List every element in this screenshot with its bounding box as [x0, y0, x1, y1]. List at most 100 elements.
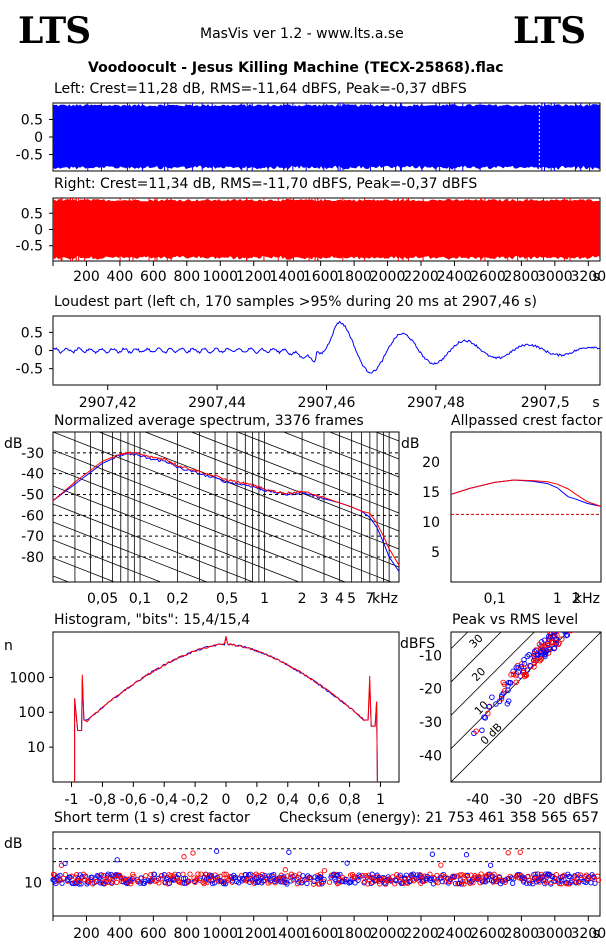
scatter-point [82, 873, 89, 879]
scatter-point [321, 867, 328, 874]
scatter-point [392, 881, 398, 887]
scatter-point [527, 662, 533, 669]
scatter-point [551, 632, 557, 636]
slope-line [53, 432, 399, 568]
scatter-point [550, 633, 556, 640]
scatter-point [524, 653, 531, 660]
scatter-point [362, 872, 369, 879]
scatter-point [485, 710, 491, 717]
scatter-point [243, 872, 249, 878]
scatter-point [467, 880, 473, 886]
crest-factor-chart: dB 20 15 10 5 0,1 1 2 kHz [398, 430, 606, 610]
x-tick-label: 1 [376, 792, 385, 808]
x-tick-label: 3200 [570, 269, 606, 285]
scatter-point [143, 873, 149, 879]
scatter-point [213, 848, 220, 854]
scatter-point [317, 871, 324, 877]
scatter-point [282, 876, 288, 882]
scatter-point [503, 877, 509, 883]
x-tick-label: 2600 [470, 926, 506, 942]
scatter-point [536, 641, 543, 648]
x-tick-label: 0,1 [484, 591, 506, 607]
scatter-point [487, 862, 494, 868]
scatter-point [259, 871, 265, 878]
y-tick-label: -80 [21, 550, 44, 566]
x-tick-label: 2200 [403, 269, 439, 285]
scatter-point [459, 872, 465, 878]
scatter-point [286, 849, 292, 855]
file-title: Voodoocult - Jesus Killing Machine (TECX… [88, 60, 504, 76]
x-unit-label: s [592, 395, 599, 411]
scatter-point [451, 873, 458, 879]
scatter-point [201, 880, 207, 887]
scatter-point [156, 880, 162, 886]
x-tick-label: 1600 [303, 269, 339, 285]
y-tick-label: 10 [24, 875, 42, 891]
crest-series [450, 479, 602, 507]
scatter-point [493, 701, 499, 707]
x-tick-label: 2000 [370, 926, 406, 942]
scatter-point [502, 687, 508, 694]
histogram-series [74, 636, 378, 783]
scatter-point [552, 878, 558, 885]
crest-factor-title: Allpassed crest factor [451, 413, 603, 429]
scatter-point [558, 881, 565, 887]
x-tick-label: 1 [553, 591, 562, 607]
scatter-point [282, 867, 288, 873]
scatter-point [482, 715, 489, 721]
x-tick-label: 200 [73, 926, 100, 942]
x-tick-label: 1 [260, 591, 269, 607]
scatter-point [95, 873, 101, 879]
left-waveform-chart: 0.5 0 -0.5 [0, 100, 606, 172]
scatter-point [78, 881, 84, 887]
x-axis-label: kHz [574, 591, 600, 607]
x-tick-label: s [592, 269, 599, 285]
scatter-point [554, 632, 560, 639]
scatter-point [535, 652, 541, 659]
y-tick-label: -20 [419, 682, 442, 698]
scatter-point [320, 879, 327, 885]
x-tick-label: 1400 [269, 926, 305, 942]
x-tick-label: 2600 [470, 269, 506, 285]
scatter-point [166, 880, 173, 886]
x-tick-label: 0,5 [216, 591, 238, 607]
scatter-point [181, 854, 187, 860]
scatter-point [98, 872, 104, 878]
diagonal-line [451, 632, 535, 716]
x-tick-label: 3000 [537, 926, 573, 942]
x-tick-label: 2907,42 [79, 395, 137, 411]
scatter-point [195, 871, 201, 877]
x-tick-label: 0 [222, 792, 231, 808]
scatter-point [357, 873, 363, 880]
scatter-point [62, 871, 69, 878]
scatter-point [548, 639, 554, 645]
y-tick-label: 15 [422, 485, 440, 501]
slope-line [144, 432, 399, 532]
diagonal-line [451, 632, 569, 750]
scatter-point [390, 874, 396, 880]
scatter-point [562, 632, 568, 634]
scatter-point [542, 880, 548, 887]
x-tick-label: 7 [365, 591, 374, 607]
scatter-point [159, 872, 165, 879]
scatter-point [365, 881, 371, 887]
y-tick-label: 10 [27, 740, 45, 756]
scatter-point [76, 881, 82, 887]
scatter-point [553, 872, 559, 878]
scatter-point [541, 652, 547, 658]
crest-frame [450, 431, 602, 583]
scatter-point [538, 656, 544, 662]
scatter-point [344, 860, 350, 866]
slope-line [190, 432, 399, 514]
right-stats-title: Right: Crest=11,34 dB, RMS=-11,70 dBFS, … [54, 176, 478, 192]
scatter-point [311, 878, 317, 885]
y-tick-label: 0 [34, 223, 43, 239]
spectrum-series [52, 452, 400, 572]
scatter-point [496, 698, 503, 705]
x-tick-label: 0,2 [166, 591, 188, 607]
y-tick-label: -30 [419, 715, 442, 731]
x-tick-label: 2907,46 [298, 395, 356, 411]
scatter-point [222, 881, 229, 887]
loudest-part-title: Loudest part (left ch, 170 samples >95% … [54, 294, 537, 310]
